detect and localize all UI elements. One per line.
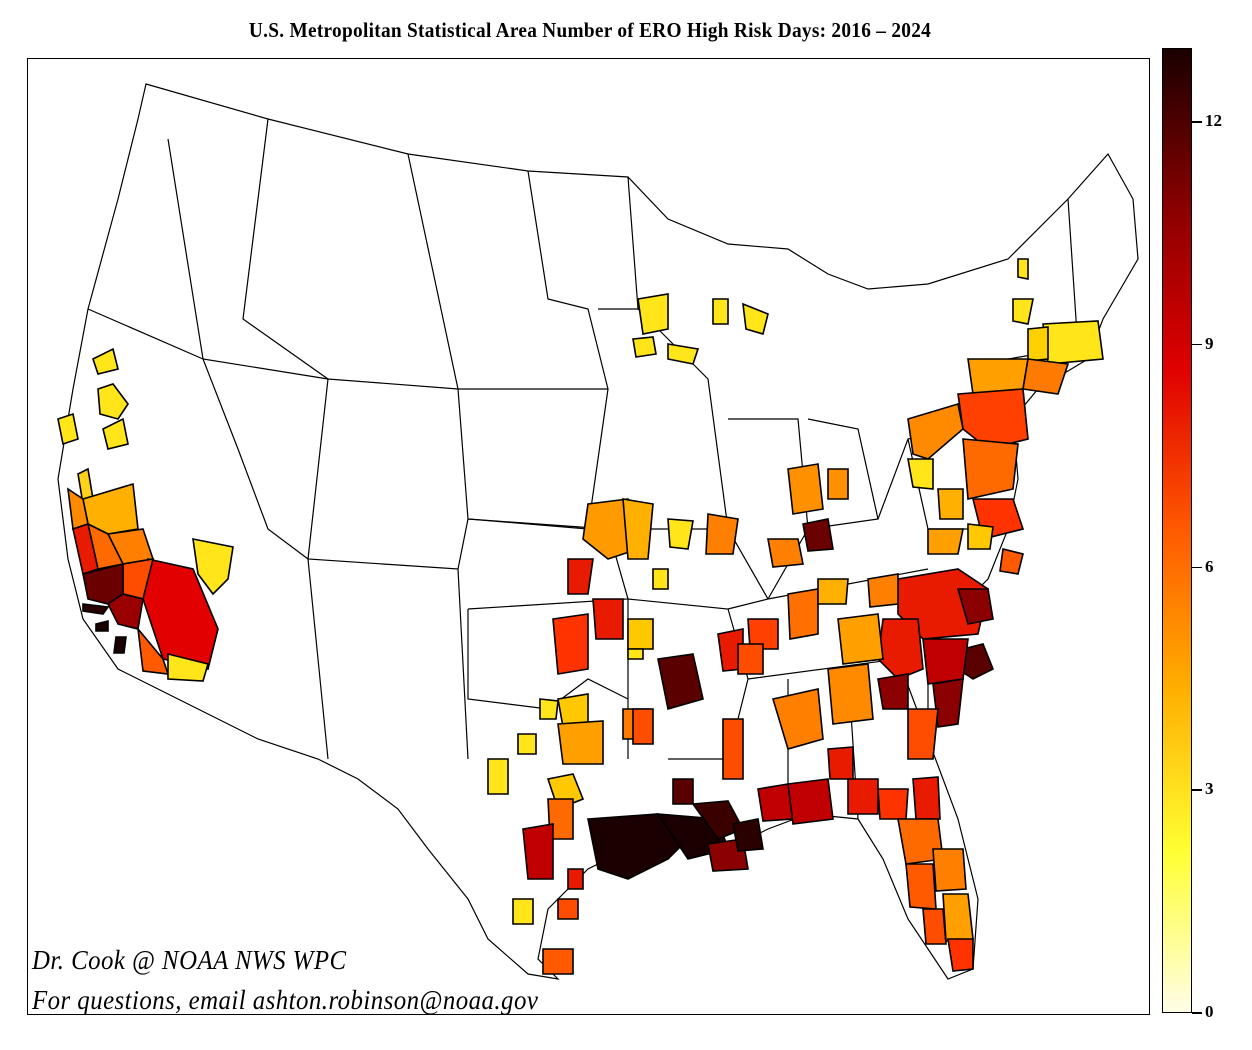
msa-region bbox=[937, 488, 964, 520]
msa-region bbox=[877, 788, 909, 820]
colorbar-tick-label: 12 bbox=[1205, 111, 1222, 131]
msa-region bbox=[787, 778, 834, 825]
msa-region bbox=[622, 498, 654, 560]
map-title: U.S. Metropolitan Statistical Area Numbe… bbox=[248, 18, 932, 42]
msa-region bbox=[92, 347, 119, 375]
msa-region bbox=[667, 518, 694, 550]
colorbar-tick bbox=[1192, 121, 1202, 123]
msa-region bbox=[927, 528, 964, 555]
msa-region bbox=[627, 618, 654, 650]
msa-region bbox=[539, 698, 559, 720]
msa-region bbox=[907, 708, 939, 760]
msa-region bbox=[592, 598, 624, 640]
msa-region bbox=[737, 643, 764, 675]
msa-region bbox=[787, 588, 819, 640]
msa-region bbox=[827, 663, 874, 725]
colorbar-tick bbox=[1192, 343, 1202, 346]
colorbar-tick-label: 6 bbox=[1205, 556, 1214, 576]
msa-region bbox=[732, 818, 764, 852]
msa-region bbox=[567, 868, 584, 890]
colorbar-tick-label: 3 bbox=[1205, 779, 1214, 799]
msa-region bbox=[956, 588, 994, 625]
map-panel bbox=[27, 58, 1150, 1015]
msa-region bbox=[771, 688, 824, 750]
msa-region bbox=[712, 298, 729, 325]
msa-region bbox=[802, 518, 834, 552]
msa-region bbox=[757, 783, 794, 822]
msa-region bbox=[922, 908, 947, 945]
msa-region bbox=[947, 938, 974, 972]
msa-region bbox=[106, 593, 144, 630]
msa-region bbox=[967, 523, 994, 550]
credit-author: Dr. Cook @ NOAA NWS WPC bbox=[32, 945, 347, 975]
colorbar-tick-label: 0 bbox=[1205, 1002, 1214, 1021]
msa-region bbox=[999, 548, 1024, 575]
msa-region bbox=[922, 638, 969, 685]
msa-region bbox=[567, 558, 594, 595]
msa-region bbox=[512, 898, 534, 925]
msa-region bbox=[907, 402, 964, 460]
msa-region bbox=[672, 778, 694, 805]
colorbar-tick bbox=[1192, 1012, 1202, 1014]
msa-region bbox=[667, 343, 700, 365]
msa-region bbox=[632, 336, 657, 358]
msa-region bbox=[113, 636, 127, 654]
msa-region bbox=[787, 463, 824, 515]
msa-region bbox=[542, 948, 574, 975]
msa-region bbox=[632, 708, 654, 745]
msa-region bbox=[912, 776, 941, 820]
msa-region bbox=[942, 893, 974, 942]
msa-region bbox=[827, 746, 854, 780]
msa-region bbox=[932, 848, 967, 892]
msa-region bbox=[552, 613, 589, 675]
msa-region bbox=[557, 898, 579, 920]
msa-region bbox=[522, 823, 554, 880]
msa-region bbox=[1022, 358, 1070, 395]
colorbar-tick bbox=[1192, 789, 1202, 791]
msa-region bbox=[1027, 326, 1049, 362]
msa-region bbox=[657, 653, 704, 711]
msa-region bbox=[867, 573, 899, 608]
msa-region bbox=[722, 718, 744, 780]
colorbar-tick-label: 9 bbox=[1205, 333, 1214, 353]
msa-region bbox=[747, 618, 779, 650]
msa-region bbox=[877, 673, 909, 710]
msa-region bbox=[897, 568, 989, 640]
msa-region bbox=[817, 578, 849, 605]
msa-region bbox=[192, 537, 234, 596]
msa-region bbox=[517, 733, 537, 755]
msa-region bbox=[102, 417, 129, 450]
msa-region bbox=[652, 568, 669, 590]
credit-contact: For questions, email ashton.robinson@noa… bbox=[32, 985, 539, 1015]
msa-region bbox=[487, 758, 509, 795]
colorbar bbox=[1162, 48, 1192, 1013]
msa-region bbox=[72, 522, 99, 576]
us-map bbox=[57, 83, 1139, 980]
msa-region bbox=[167, 652, 210, 682]
msa-region bbox=[837, 613, 884, 665]
msa-region bbox=[1042, 320, 1104, 365]
msa-region bbox=[57, 412, 79, 446]
msa-region bbox=[907, 458, 934, 490]
msa-region bbox=[767, 538, 804, 568]
msa-region bbox=[637, 293, 669, 335]
msa-region bbox=[557, 720, 604, 765]
msa-region bbox=[1017, 258, 1029, 280]
msa-region bbox=[827, 468, 849, 500]
msa-region bbox=[742, 302, 769, 336]
msa-region bbox=[97, 383, 129, 420]
msa-region bbox=[95, 619, 109, 632]
msa-regions bbox=[57, 258, 1104, 975]
colorbar-tick bbox=[1192, 566, 1202, 569]
msa-region bbox=[962, 438, 1019, 500]
msa-region bbox=[627, 648, 644, 660]
msa-region bbox=[905, 863, 937, 910]
msa-region bbox=[82, 603, 110, 615]
msa-region bbox=[1012, 298, 1034, 325]
msa-region bbox=[847, 778, 879, 815]
msa-region bbox=[705, 513, 739, 555]
